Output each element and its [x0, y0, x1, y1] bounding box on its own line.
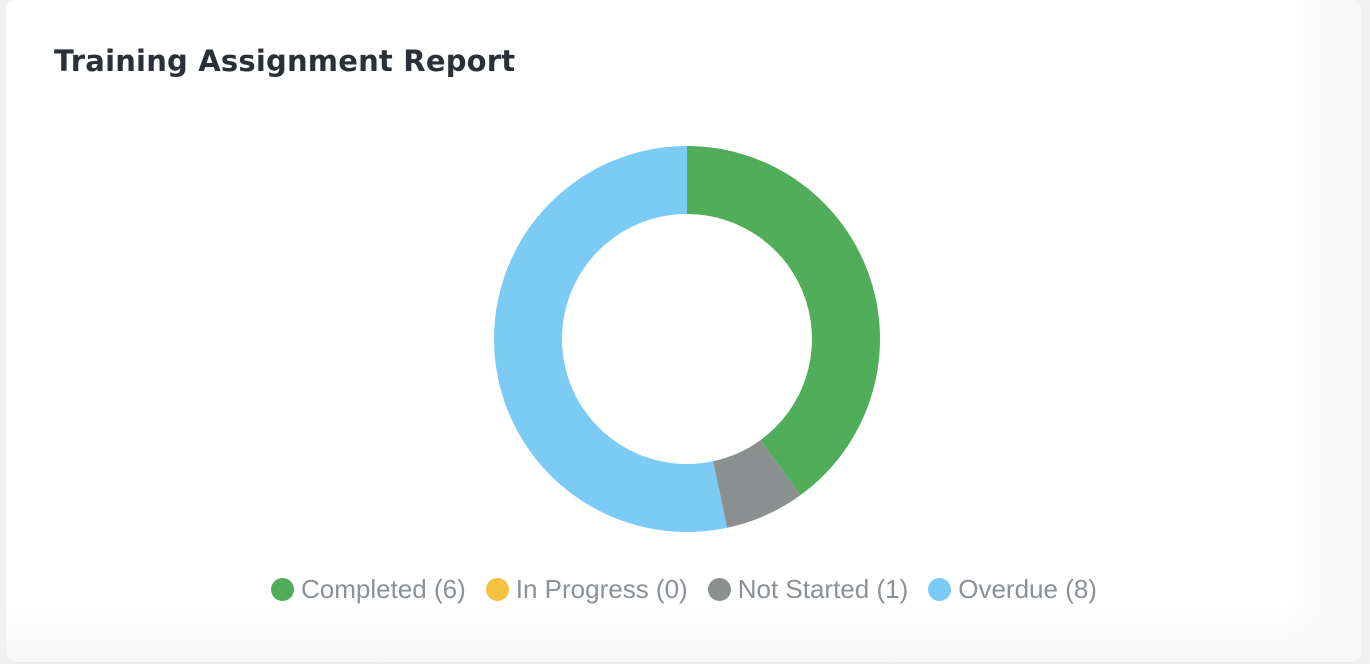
- chart-legend: Completed (6) In Progress (0) Not Starte…: [6, 574, 1362, 605]
- legend-label-overdue: Overdue (8): [958, 574, 1097, 604]
- donut-chart: [493, 146, 880, 532]
- legend-label-completed: Completed (6): [301, 574, 466, 604]
- legend-dot-overdue: [928, 578, 952, 601]
- legend-item-overdue[interactable]: Overdue (8): [928, 574, 1097, 605]
- legend-item-completed[interactable]: Completed (6): [271, 574, 466, 605]
- legend-item-not-started[interactable]: Not Started (1): [707, 574, 909, 605]
- legend-label-in-progress: In Progress (0): [515, 574, 688, 604]
- report-card: Training Assignment Report Completed (6)…: [6, 0, 1362, 662]
- legend-dot-not-started: [707, 578, 731, 601]
- donut-slice-completed[interactable]: [687, 146, 880, 496]
- chart-title: Training Assignment Report: [54, 44, 516, 78]
- legend-dot-completed: [271, 578, 295, 601]
- legend-label-not-started: Not Started (1): [737, 574, 909, 604]
- donut-slice-overdue[interactable]: [493, 146, 728, 532]
- donut-slice-not-started[interactable]: [712, 440, 801, 528]
- donut-slices: [493, 146, 880, 532]
- legend-item-in-progress[interactable]: In Progress (0): [485, 574, 688, 605]
- legend-dot-in-progress: [485, 578, 509, 601]
